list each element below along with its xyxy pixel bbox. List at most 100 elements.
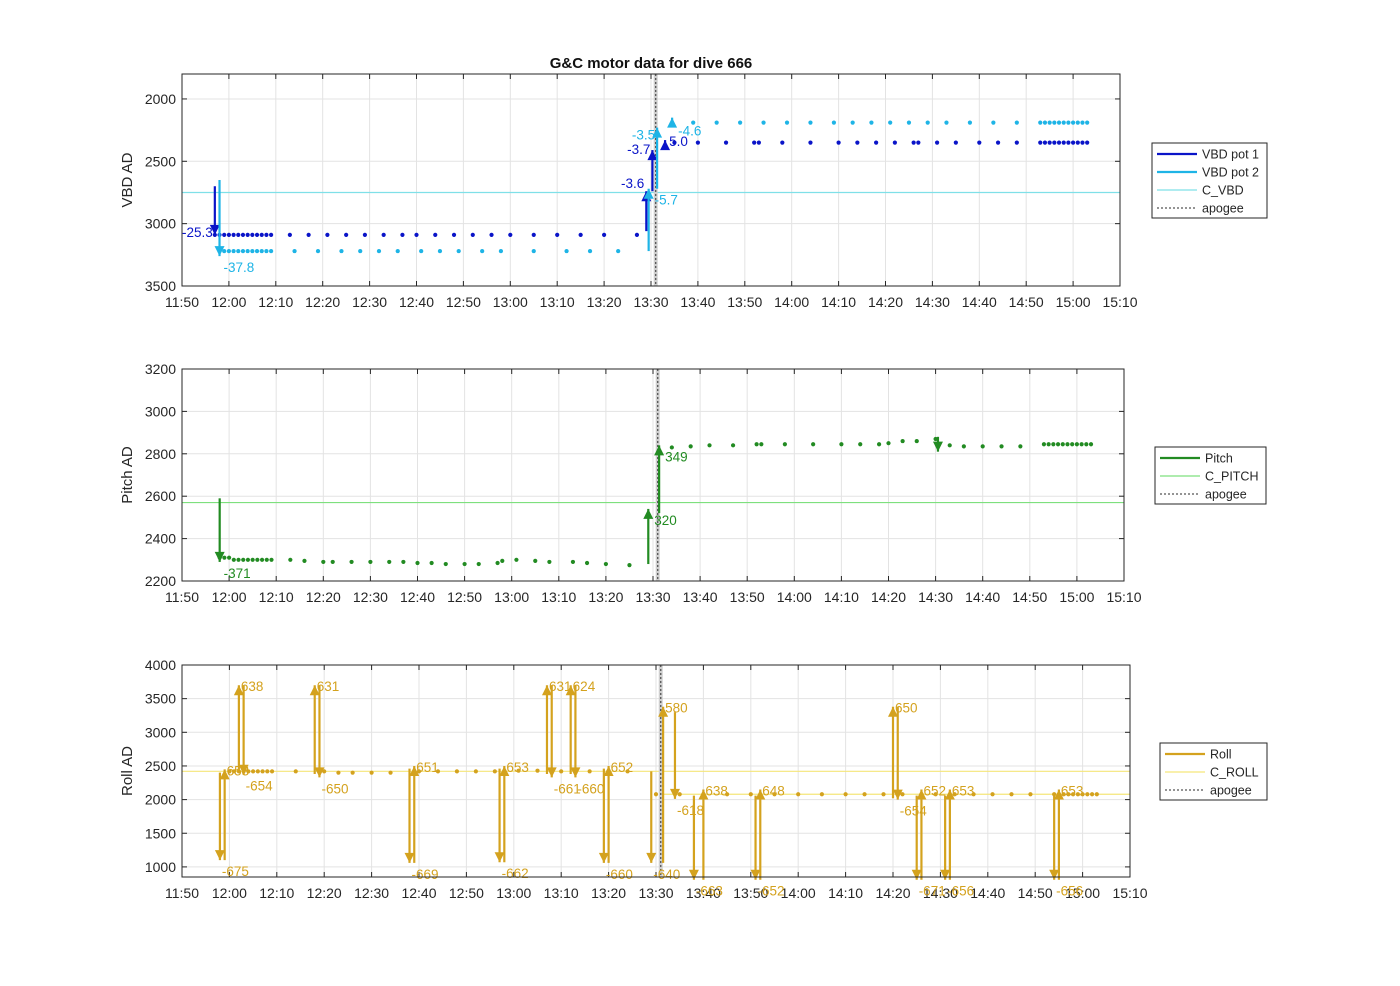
vbd-legend-label: apogee bbox=[1202, 202, 1244, 216]
roll-move-label: 652 bbox=[923, 784, 946, 799]
roll-data-point bbox=[454, 769, 460, 774]
vbd-data-point bbox=[695, 140, 701, 145]
vbd-data-point bbox=[315, 248, 321, 254]
vbd-data-point bbox=[498, 248, 504, 254]
vbd-data-point bbox=[780, 140, 785, 145]
pitch-x-tick-label: 12:20 bbox=[306, 589, 341, 605]
pitch-move-arrowhead bbox=[214, 551, 225, 562]
vbd-data-point bbox=[264, 232, 269, 237]
roll-x-tick-label: 12:30 bbox=[354, 885, 389, 901]
vbd-data-point bbox=[892, 140, 897, 145]
pitch-data-point bbox=[1088, 442, 1094, 447]
pitch-data-point bbox=[241, 557, 246, 562]
vbd-data-point bbox=[1042, 140, 1048, 145]
vbd-data-point bbox=[381, 232, 386, 237]
vbd-data-point bbox=[616, 248, 621, 254]
roll-move-label: 631 bbox=[549, 679, 572, 694]
roll-data-point bbox=[1075, 792, 1080, 797]
roll-x-tick-label: 15:00 bbox=[1065, 885, 1100, 901]
vbd-data-point bbox=[358, 248, 363, 254]
roll-data-point bbox=[473, 769, 478, 774]
roll-data-point bbox=[1071, 792, 1076, 797]
roll-move-label: 652 bbox=[611, 760, 634, 775]
roll-move-label: 653 bbox=[1061, 784, 1084, 799]
pitch-data-point bbox=[302, 558, 307, 563]
vbd-data-point bbox=[226, 248, 231, 254]
pitch-y-tick-label: 3200 bbox=[145, 361, 176, 377]
roll-data-point bbox=[251, 769, 256, 774]
pitch-data-point bbox=[269, 557, 274, 562]
roll-x-tick-label: 14:30 bbox=[923, 885, 958, 901]
vbd-y-tick-label: 3500 bbox=[145, 278, 176, 294]
vbd-move-label: -3.5 bbox=[632, 128, 655, 143]
roll-y-tick-label: 3500 bbox=[145, 691, 176, 707]
roll-move-label: 624 bbox=[573, 679, 596, 694]
pitch-x-tick-label: 13:00 bbox=[494, 589, 529, 605]
pitch-panel: 11:50 12:00 12:10 12:20 12:30 12:40 12:50 13:00… bbox=[119, 361, 1267, 605]
roll-data-point bbox=[748, 792, 753, 797]
vbd-move-arrowhead bbox=[643, 188, 654, 199]
vbd-data-point bbox=[325, 232, 330, 237]
vbd-data-point bbox=[1080, 120, 1085, 125]
pitch-x-tick-label: 12:40 bbox=[400, 589, 435, 605]
pitch-data-point bbox=[627, 563, 632, 568]
vbd-x-tick-label: 15:10 bbox=[1102, 294, 1137, 310]
roll-x-tick-label: 15:10 bbox=[1112, 885, 1147, 901]
vbd-x-tick-label: 15:00 bbox=[1056, 294, 1091, 310]
pitch-data-point bbox=[462, 561, 467, 567]
pitch-move-arrowhead bbox=[643, 508, 654, 519]
vbd-data-point bbox=[1014, 120, 1019, 125]
pitch-x-tick-label: 13:50 bbox=[730, 589, 765, 605]
pitch-x-tick-label: 14:40 bbox=[965, 589, 1000, 605]
roll-move-label: -663 bbox=[696, 884, 723, 899]
vbd-data-point bbox=[1071, 140, 1076, 145]
roll-x-tick-label: 13:00 bbox=[496, 885, 531, 901]
vbd-x-tick-label: 13:00 bbox=[493, 294, 528, 310]
roll-move-arrowhead bbox=[546, 767, 557, 778]
vbd-x-tick-label: 13:20 bbox=[587, 294, 622, 310]
roll-data-point bbox=[435, 769, 441, 774]
roll-data-point bbox=[625, 769, 630, 774]
roll-data-point bbox=[369, 770, 374, 775]
roll-data-point bbox=[1080, 792, 1085, 797]
pitch-data-point bbox=[1079, 442, 1084, 447]
roll-data-point bbox=[1009, 792, 1014, 797]
roll-data-point bbox=[1061, 792, 1066, 797]
vbd-move-arrowhead bbox=[660, 140, 671, 151]
roll-move-arrowhead bbox=[892, 789, 903, 800]
roll-move-arrowhead bbox=[944, 789, 955, 800]
pitch-data-point bbox=[1051, 442, 1056, 447]
roll-move-arrowhead bbox=[219, 769, 230, 780]
pitch-data-point bbox=[570, 559, 576, 565]
pitch-data-point bbox=[401, 559, 406, 565]
roll-legend-label: apogee bbox=[1210, 784, 1252, 798]
roll-data-point bbox=[492, 769, 497, 774]
vbd-move-label: -4.6 bbox=[678, 124, 701, 139]
vbd-data-point bbox=[953, 140, 958, 145]
vbd-data-point bbox=[944, 120, 949, 125]
vbd-data-point bbox=[831, 120, 837, 125]
vbd-y-tick-label: 2000 bbox=[145, 91, 176, 107]
vbd-data-point bbox=[236, 232, 241, 237]
pitch-x-tick-label: 12:10 bbox=[259, 589, 294, 605]
roll-move-label: 648 bbox=[762, 784, 785, 799]
pitch-data-point bbox=[947, 443, 952, 448]
vbd-data-point bbox=[456, 248, 461, 254]
vbd-panel: 11:50 12:00 12:10 12:20 12:30 12:40 12:50 13:00… bbox=[119, 73, 1268, 310]
vbd-data-point bbox=[395, 248, 400, 254]
roll-data-point bbox=[677, 792, 682, 797]
roll-x-tick-label: 14:00 bbox=[781, 885, 816, 901]
roll-data-point bbox=[819, 792, 825, 797]
roll-move-arrowhead bbox=[698, 789, 709, 800]
vbd-data-point bbox=[236, 248, 241, 254]
pitch-data-point bbox=[227, 555, 232, 560]
vbd-data-point bbox=[489, 232, 494, 237]
vbd-data-point bbox=[916, 140, 921, 145]
vbd-legend-label: C_VBD bbox=[1202, 184, 1244, 198]
vbd-data-point bbox=[1085, 120, 1090, 125]
vbd-data-point bbox=[836, 140, 841, 145]
vbd-data-point bbox=[672, 140, 677, 145]
roll-move-label: -660 bbox=[577, 781, 604, 796]
figure-title: G&C motor data for dive 666 bbox=[550, 55, 753, 72]
